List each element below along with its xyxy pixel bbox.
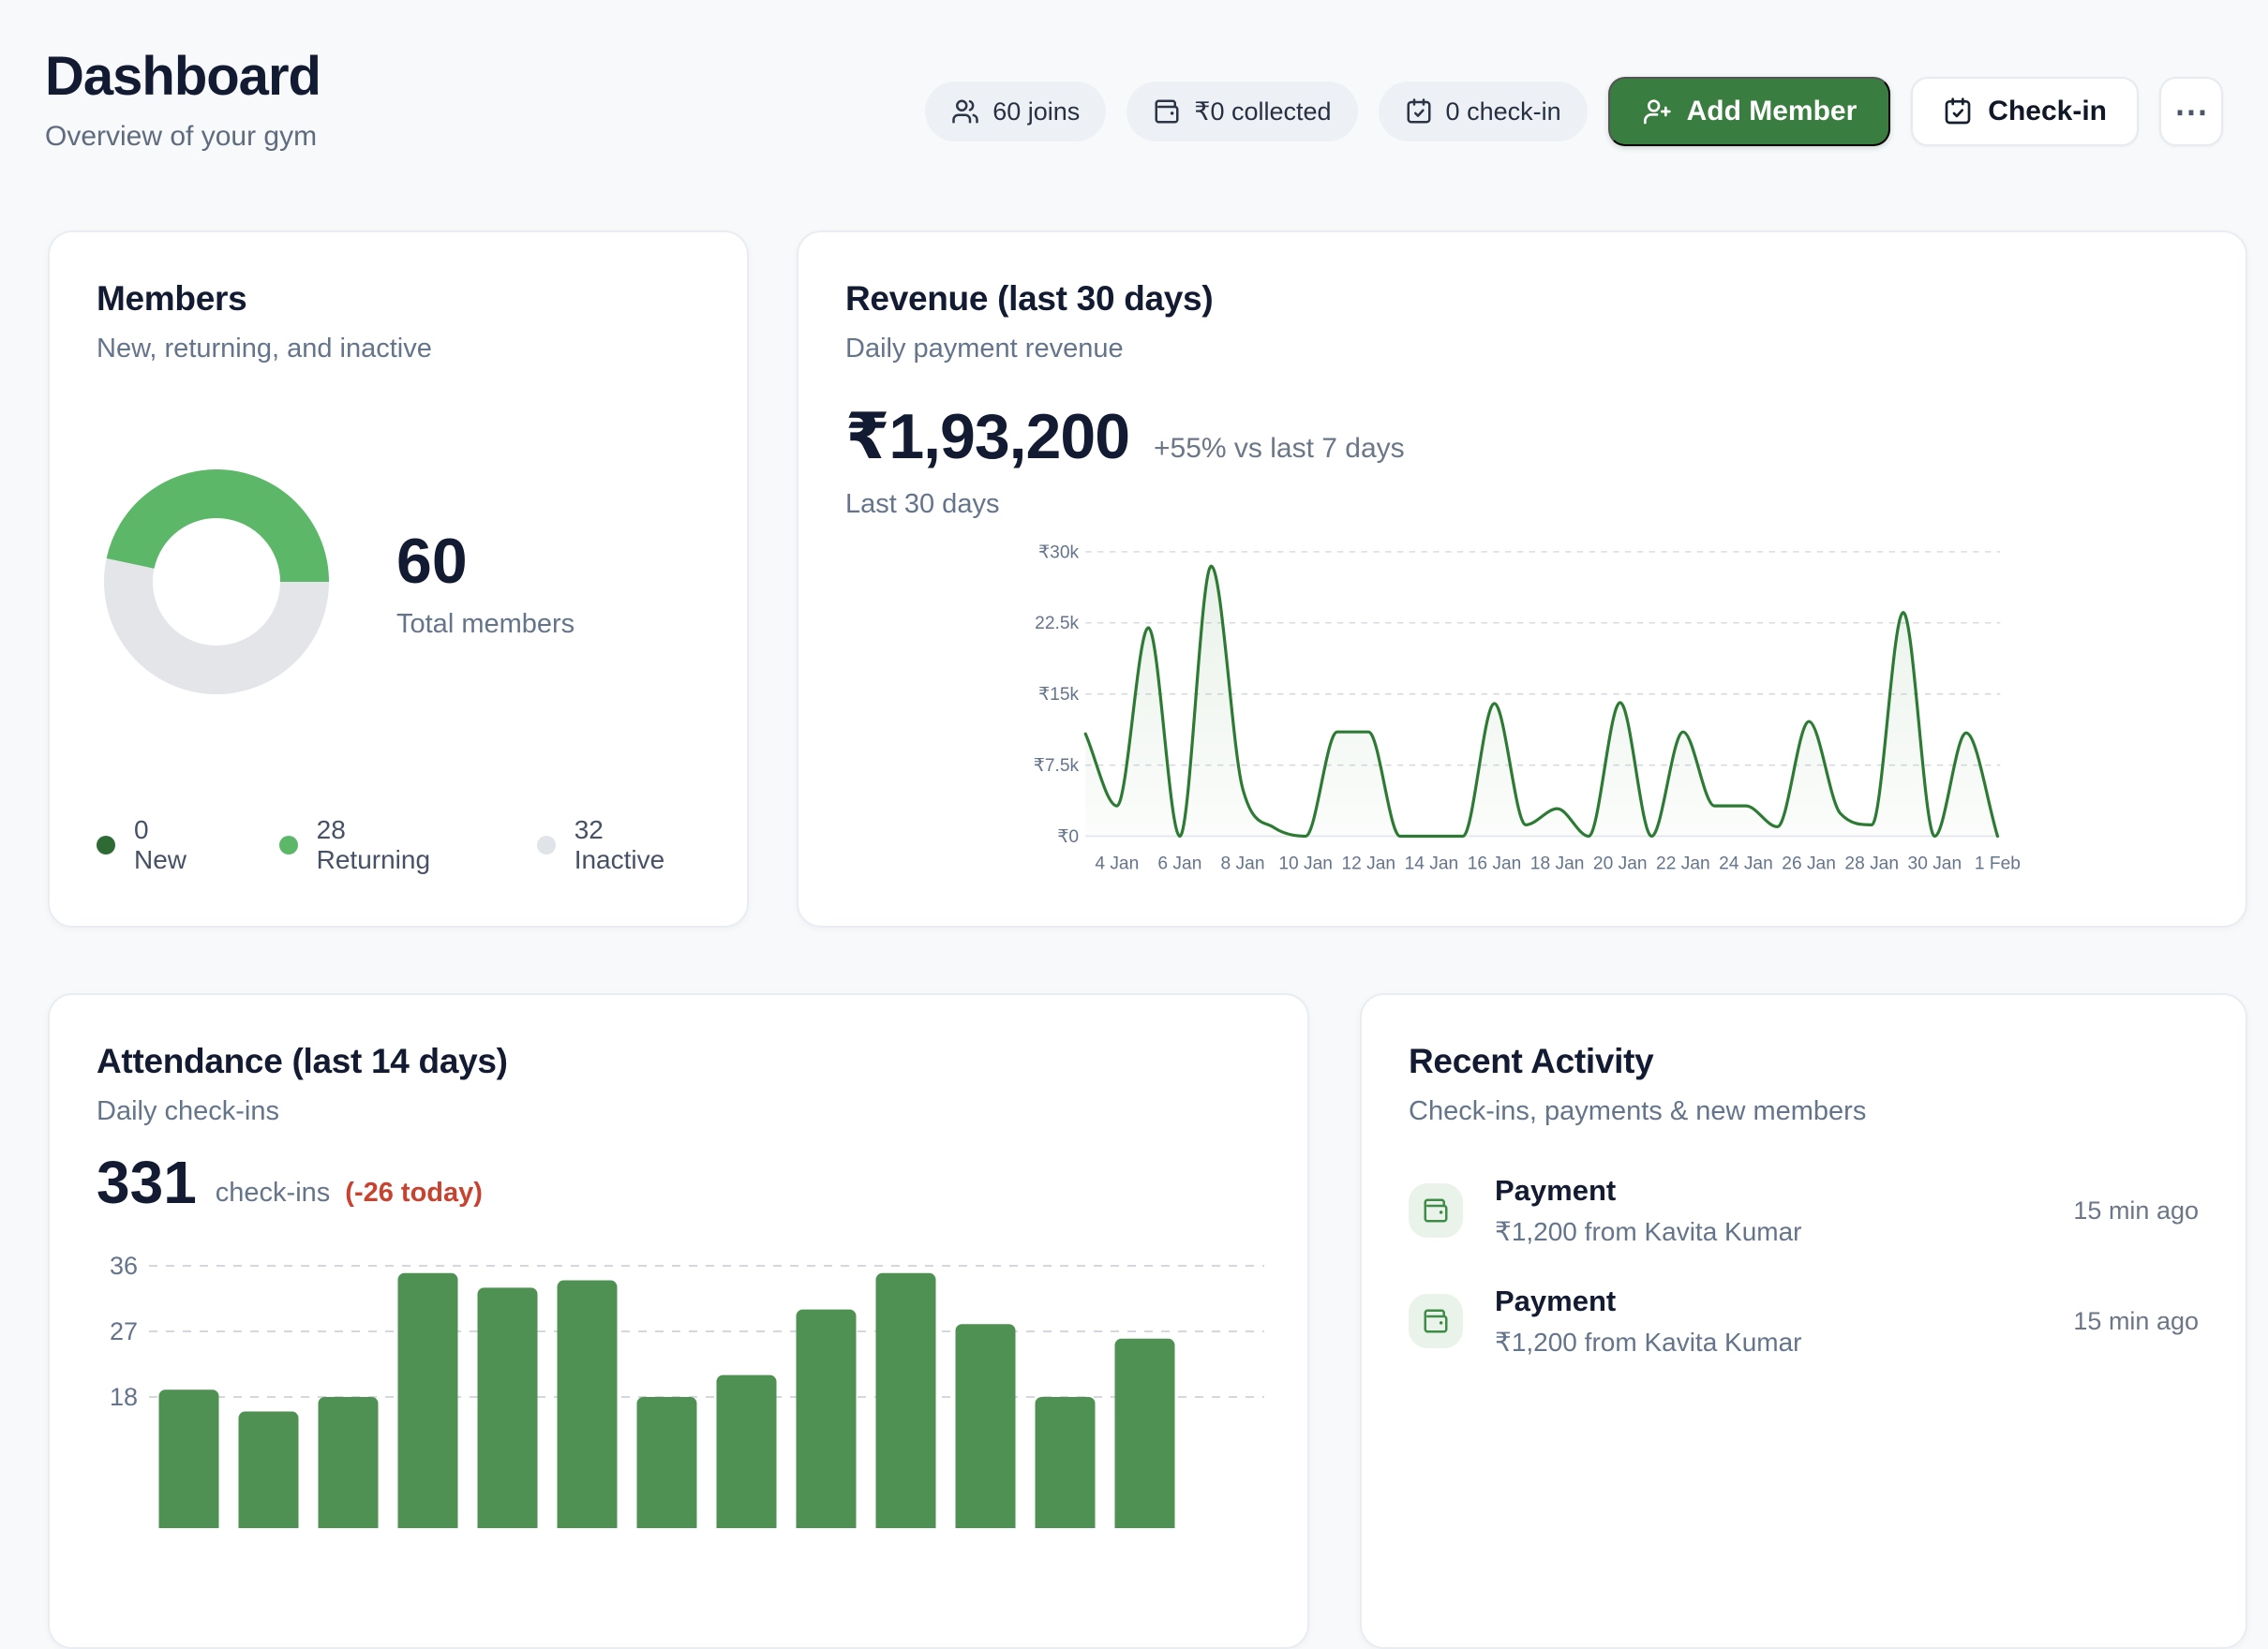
dashboard-page: Dashboard Overview of your gym 60 joins … — [45, 46, 2247, 1649]
legend-label-returning: 28 Returning — [316, 815, 431, 874]
attendance-bar-chart: 36 27 18 — [110, 1252, 1264, 1528]
check-in-label: Check-in — [1988, 96, 2107, 126]
members-total-label: Total members — [396, 608, 575, 639]
revenue-delta: +55% vs last 7 days — [1154, 433, 1405, 464]
svg-text:12 Jan: 12 Jan — [1341, 854, 1395, 873]
header-controls: 60 joins ₹0 collected 0 check-in Add Mem… — [925, 77, 2223, 146]
members-card-title: Members — [97, 279, 247, 318]
revenue-card-title: Revenue (last 30 days) — [845, 279, 1214, 318]
legend-dot-inactive — [536, 836, 556, 854]
stat-badge-label: ₹0 collected — [1194, 97, 1332, 126]
activity-icon-badge — [1409, 1183, 1463, 1238]
svg-text:26 Jan: 26 Jan — [1782, 854, 1836, 873]
revenue-card-subtitle: Daily payment revenue — [845, 334, 1124, 364]
page-title: Dashboard — [45, 46, 321, 107]
attendance-count-row: 331 check-ins (-26 today) — [97, 1148, 1261, 1217]
svg-text:₹30k: ₹30k — [1038, 542, 1080, 562]
svg-text:22 Jan: 22 Jan — [1656, 854, 1710, 873]
recent-activity-card: Recent Activity Check-ins, payments & ne… — [1360, 993, 2247, 1649]
members-legend: 0 New 28 Returning 32 Inactive — [97, 815, 700, 879]
legend-label-new: 0 New — [134, 815, 187, 874]
stat-badge-joins: 60 joins — [925, 82, 1107, 141]
attendance-delta: (-26 today) — [345, 1178, 483, 1208]
svg-text:24 Jan: 24 Jan — [1719, 854, 1773, 873]
activity-detail: ₹1,200 from Kavita Kumar — [1495, 1217, 1802, 1246]
revenue-amount-row: ₹1,93,200 +55% vs last 7 days — [845, 400, 2199, 474]
page-subtitle: Overview of your gym — [45, 120, 318, 152]
stat-badge-label: 0 check-in — [1445, 97, 1561, 126]
svg-text:30 Jan: 30 Jan — [1908, 854, 1962, 873]
revenue-card: Revenue (last 30 days) Daily payment rev… — [797, 230, 2247, 928]
members-total-block: 60 Total members — [396, 525, 574, 640]
members-card-subtitle: New, returning, and inactive — [97, 334, 432, 364]
legend-item-inactive: 32 Inactive — [536, 815, 700, 875]
activity-row: Payment ₹1,200 from Kavita Kumar 15 min … — [1409, 1174, 2199, 1247]
svg-text:28 Jan: 28 Jan — [1844, 854, 1899, 873]
svg-text:14 Jan: 14 Jan — [1405, 854, 1459, 873]
page-header: Dashboard Overview of your gym 60 joins … — [45, 46, 2223, 153]
attendance-card: Attendance (last 14 days) Daily check-in… — [48, 993, 1309, 1649]
user-plus-icon — [1642, 97, 1672, 126]
calendar-check-icon — [1405, 97, 1433, 126]
attendance-card-title: Attendance (last 14 days) — [97, 1042, 508, 1080]
svg-text:10 Jan: 10 Jan — [1278, 854, 1333, 873]
svg-text:22.5k: 22.5k — [1035, 614, 1079, 633]
svg-text:4 Jan: 4 Jan — [1095, 854, 1139, 873]
attendance-count-label: check-ins — [215, 1178, 331, 1208]
revenue-line-chart: ₹0 ₹7.5k ₹15k 22.5k ₹30k 4 Jan 6 Jan 8 Jan 10 Ja… — [1034, 542, 2021, 873]
activity-icon-badge — [1409, 1294, 1463, 1348]
activity-title: Payment — [1495, 1285, 1617, 1317]
stat-badge-checkin: 0 check-in — [1378, 82, 1588, 141]
legend-item-new: 0 New — [97, 815, 208, 875]
activity-text: Payment ₹1,200 from Kavita Kumar — [1495, 1285, 1802, 1358]
svg-text:36: 36 — [110, 1252, 138, 1280]
more-actions-button[interactable]: ⋯ — [2159, 77, 2223, 146]
activity-list: Payment ₹1,200 from Kavita Kumar 15 min … — [1409, 1174, 2199, 1358]
legend-dot-returning — [278, 836, 298, 854]
activity-time: 15 min ago — [2073, 1196, 2199, 1225]
add-member-button[interactable]: Add Member — [1607, 77, 1891, 146]
activity-row: Payment ₹1,200 from Kavita Kumar 15 min … — [1409, 1285, 2199, 1358]
activity-card-subtitle: Check-ins, payments & new members — [1409, 1096, 1867, 1126]
stat-badge-collected: ₹0 collected — [1127, 82, 1358, 141]
wallet-icon — [1153, 97, 1181, 126]
revenue-period: Last 30 days — [845, 489, 1000, 519]
ellipsis-icon: ⋯ — [2174, 92, 2208, 130]
svg-text:18 Jan: 18 Jan — [1530, 854, 1585, 873]
members-donut-row: 60 Total members — [97, 469, 700, 694]
svg-text:20 Jan: 20 Jan — [1593, 854, 1648, 873]
svg-text:18: 18 — [110, 1383, 138, 1411]
activity-detail: ₹1,200 from Kavita Kumar — [1495, 1328, 1802, 1357]
wallet-icon — [1422, 1196, 1450, 1225]
legend-label-inactive: 32 Inactive — [574, 815, 665, 874]
members-total-value: 60 — [396, 525, 468, 597]
legend-dot-new — [97, 836, 115, 854]
members-donut-chart — [104, 469, 329, 694]
svg-text:1 Feb: 1 Feb — [1975, 854, 2021, 873]
attendance-count: 331 — [97, 1149, 197, 1216]
svg-text:16 Jan: 16 Jan — [1468, 854, 1522, 873]
svg-text:8 Jan: 8 Jan — [1221, 854, 1265, 873]
add-member-label: Add Member — [1686, 96, 1858, 126]
stat-badge-label: 60 joins — [992, 97, 1081, 126]
activity-time: 15 min ago — [2073, 1306, 2199, 1335]
users-icon — [951, 97, 979, 126]
attendance-card-subtitle: Daily check-ins — [97, 1096, 279, 1126]
svg-text:27: 27 — [110, 1317, 138, 1345]
activity-text: Payment ₹1,200 from Kavita Kumar — [1495, 1174, 1802, 1247]
svg-text:₹0: ₹0 — [1057, 827, 1079, 847]
members-card: Members New, returning, and inactive 60 … — [48, 230, 749, 928]
calendar-check-icon — [1943, 97, 1973, 126]
page-header-left: Dashboard Overview of your gym — [45, 46, 321, 153]
svg-text:₹7.5k: ₹7.5k — [1034, 756, 1080, 776]
revenue-amount: ₹1,93,200 — [845, 401, 1130, 472]
legend-item-returning: 28 Returning — [278, 815, 466, 875]
wallet-icon — [1422, 1307, 1450, 1335]
activity-card-title: Recent Activity — [1409, 1042, 1654, 1080]
svg-text:₹15k: ₹15k — [1038, 685, 1080, 705]
activity-title: Payment — [1495, 1174, 1617, 1207]
check-in-button[interactable]: Check-in — [1911, 77, 2139, 146]
svg-text:6 Jan: 6 Jan — [1157, 854, 1201, 873]
